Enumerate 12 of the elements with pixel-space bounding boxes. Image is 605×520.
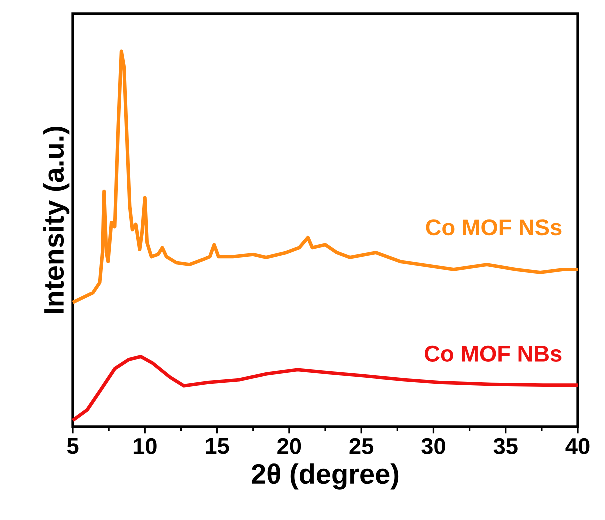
- series-label: Co MOF NBs: [425, 346, 562, 362]
- y-axis-title: Intensity (a.u.): [44, 127, 70, 314]
- x-axis-title: 2θ (degree): [252, 464, 399, 490]
- x-tick-label: 15: [206, 438, 230, 454]
- x-tick-label: 10: [134, 438, 157, 454]
- x-tick-label: 25: [350, 438, 374, 454]
- x-tick-label: 5: [67, 438, 79, 454]
- x-tick-label: 20: [278, 438, 302, 454]
- x-tick-label: 40: [566, 438, 590, 454]
- x-tick-label: 35: [494, 438, 518, 454]
- x-tick-label: 30: [422, 438, 446, 454]
- series-label: Co MOF NSs: [426, 220, 562, 236]
